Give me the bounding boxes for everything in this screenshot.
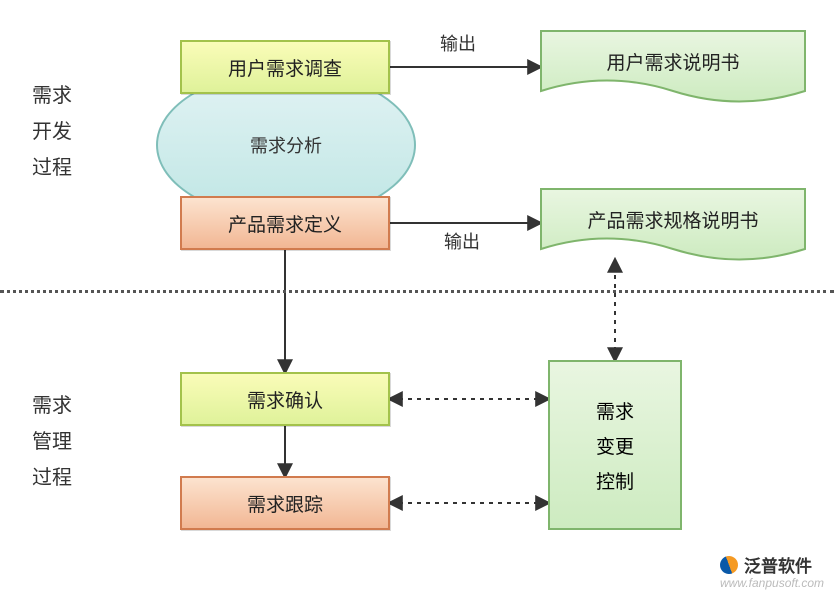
- doc-product-spec: 产品需求规格说明书: [540, 188, 806, 260]
- section-label-mgmt: 需求管理过程: [32, 388, 72, 496]
- change-ctrl-line: 变更: [596, 432, 634, 459]
- change-ctrl-line: 控制: [596, 467, 634, 494]
- box-user-survey: 用户需求调查: [180, 40, 390, 94]
- side-line: 需求: [32, 78, 72, 114]
- box-req-track-label: 需求跟踪: [247, 490, 323, 517]
- watermark-url: www.fanpusoft.com: [720, 576, 824, 590]
- doc-label: 产品需求规格说明书: [587, 206, 758, 233]
- section-divider: [0, 290, 834, 293]
- edge-label-output-1: 输出: [440, 30, 476, 56]
- box-req-confirm-label: 需求确认: [247, 386, 323, 413]
- edge-label-output-2: 输出: [444, 228, 480, 254]
- box-user-survey-label: 用户需求调查: [228, 54, 342, 81]
- side-line: 开发: [32, 114, 72, 150]
- brand-icon: [717, 553, 740, 576]
- brand-text: 泛普软件: [744, 552, 812, 577]
- doc-label: 用户需求说明书: [606, 48, 739, 75]
- side-line: 需求: [32, 388, 72, 424]
- side-line: 管理: [32, 424, 72, 460]
- section-label-dev: 需求开发过程: [32, 78, 72, 186]
- analysis-label: 需求分析: [250, 132, 322, 158]
- box-product-def: 产品需求定义: [180, 196, 390, 250]
- side-line: 过程: [32, 150, 72, 186]
- box-change-control: 需求变更控制: [548, 360, 682, 530]
- brand-logo: 泛普软件: [720, 552, 812, 577]
- box-req-confirm: 需求确认: [180, 372, 390, 426]
- change-ctrl-line: 需求: [596, 397, 634, 424]
- side-line: 过程: [32, 460, 72, 496]
- box-product-def-label: 产品需求定义: [228, 210, 342, 237]
- box-req-track: 需求跟踪: [180, 476, 390, 530]
- doc-user-req: 用户需求说明书: [540, 30, 806, 102]
